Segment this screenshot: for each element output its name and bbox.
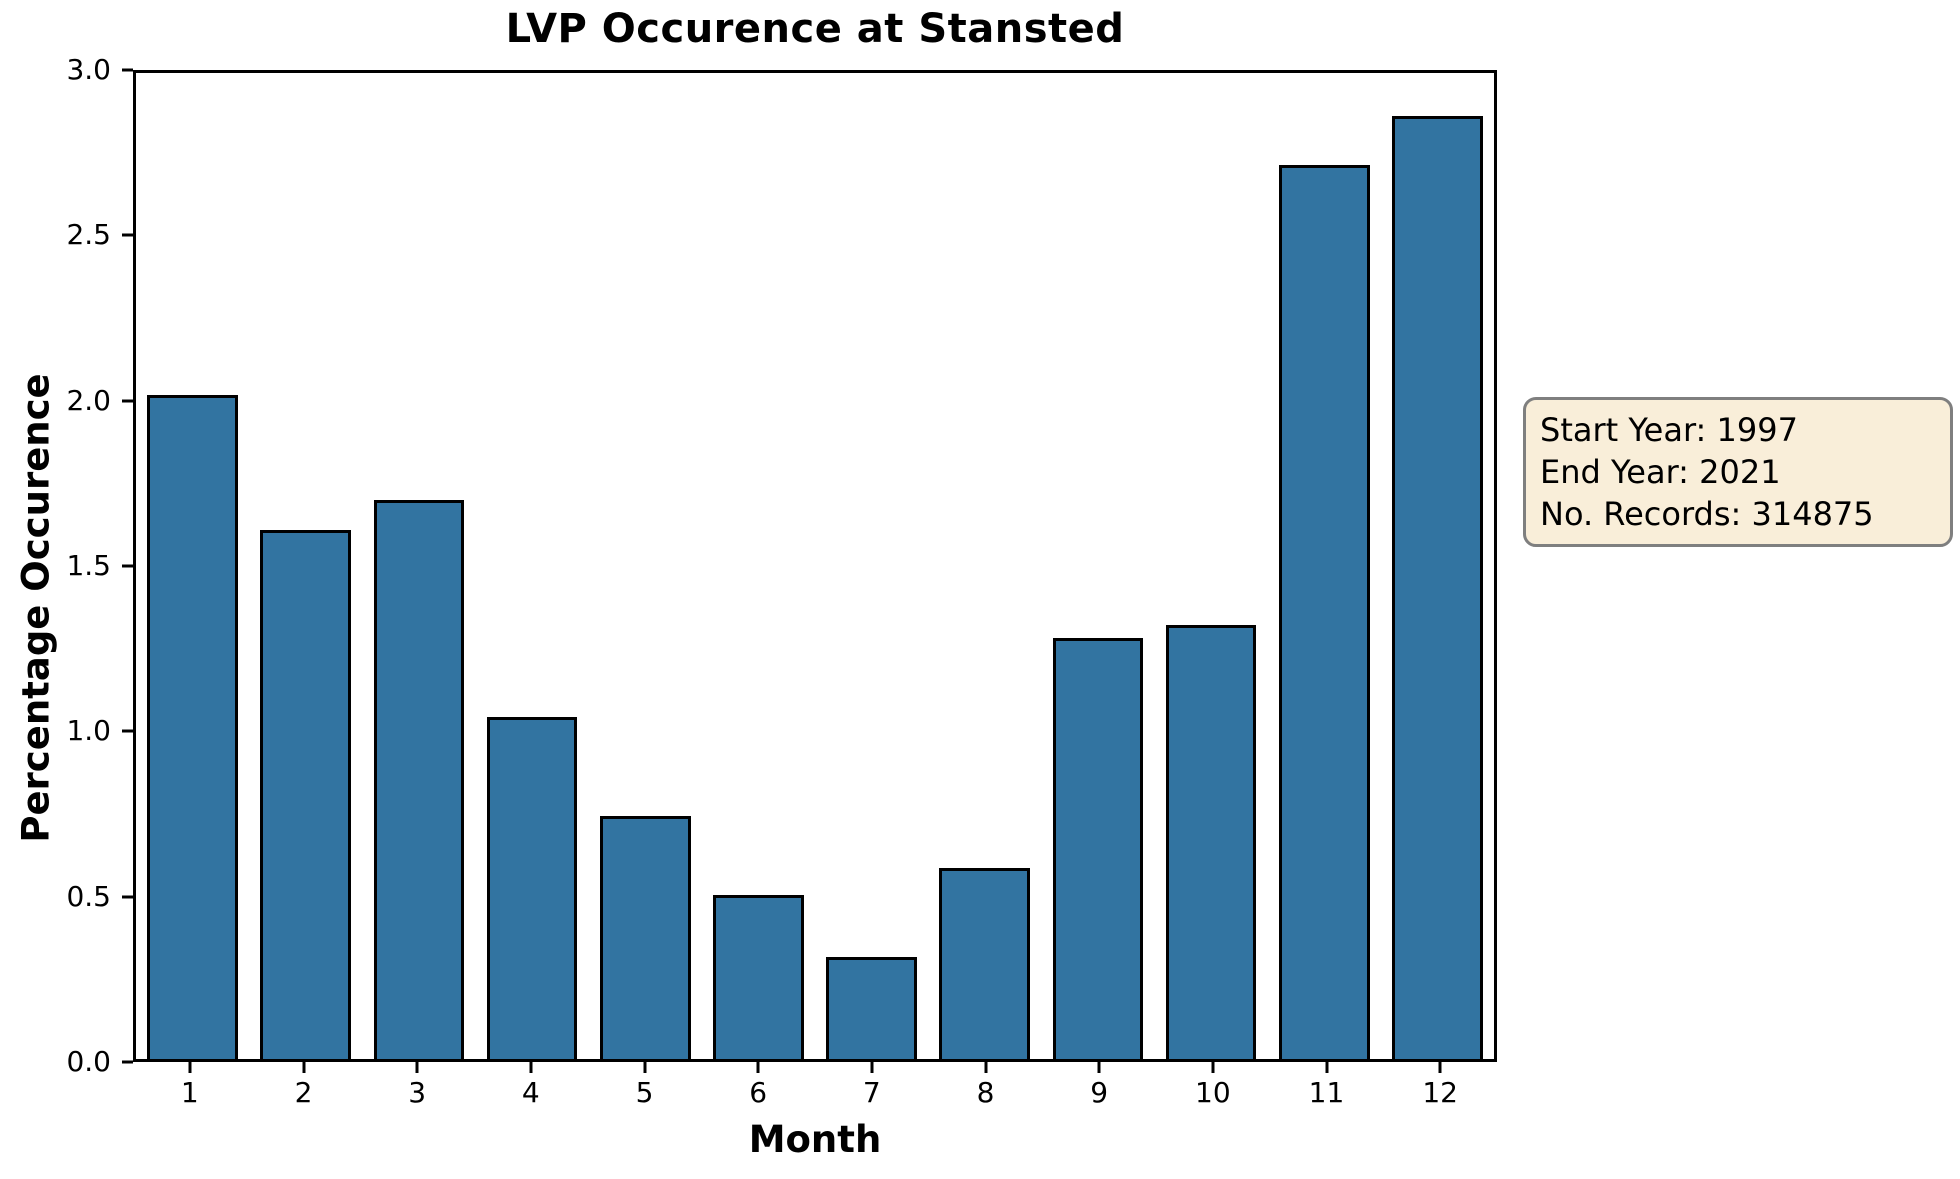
y-tick-label: 0.5 [66,879,111,913]
x-tick-label: 8 [976,1076,995,1109]
x-tick-label: 4 [521,1076,540,1109]
x-tick-mark [529,1062,533,1073]
x-tick-mark [1097,1062,1101,1073]
x-tick-mark [1438,1062,1442,1073]
y-tick-label: 2.0 [66,383,111,417]
x-tick-mark [984,1062,987,1073]
y-tick-mark [122,233,133,237]
x-tick-label: 2 [294,1076,313,1109]
x-tick-mark [1211,1062,1215,1073]
y-axis-ticks: 0.0 0.5 1.0 1.5 2.0 2.5 3.0 [0,56,133,1076]
bar-month-12 [1392,115,1483,1059]
y-tick-mark [122,68,133,72]
x-tick-label: 11 [1308,1076,1345,1109]
annotation-line-start-year: Start Year: 1997 [1540,411,1798,449]
x-tick-label: 9 [1090,1076,1109,1109]
y-tick-mark [122,895,133,899]
bar-month-10 [1165,625,1257,1059]
chart-title: LVP Occurence at Stansted [505,6,1125,52]
x-tick-label: 6 [749,1076,768,1109]
x-tick-label: 7 [862,1076,881,1109]
annotation-line-records: No. Records: 314875 [1540,495,1874,533]
bar-month-4 [486,717,578,1059]
x-tick-mark [756,1062,760,1073]
x-tick-label: 5 [635,1076,654,1109]
y-tick-mark [122,564,133,568]
bar-month-9 [1052,638,1144,1059]
y-tick-mark [122,729,133,733]
bar-month-5 [599,815,691,1059]
y-tick-label: 2.5 [66,218,111,252]
x-tick-label: 10 [1195,1076,1231,1109]
bar-month-2 [260,529,351,1059]
bar-month-3 [373,500,465,1059]
annotation-line-end-year: End Year: 2021 [1540,453,1781,491]
x-tick-mark [1325,1062,1328,1073]
y-tick-label: 1.0 [66,714,111,748]
y-tick-mark [122,1060,133,1064]
x-axis-label: Month [748,1118,882,1161]
y-tick-label: 0.0 [66,1045,111,1078]
x-tick-label: 12 [1422,1076,1458,1109]
x-tick-mark [643,1062,646,1073]
bar-month-11 [1278,165,1370,1059]
x-axis-ticks: 1 2 3 4 5 6 7 8 9 10 11 12 [133,1062,1497,1122]
y-tick-label: 1.5 [66,549,111,582]
y-tick-mark [122,399,133,403]
x-tick-label: 3 [408,1076,427,1109]
x-tick-mark [302,1062,305,1073]
bar-month-6 [713,894,804,1059]
x-tick-mark [415,1062,419,1073]
bar-month-8 [939,868,1030,1059]
x-tick-label: 1 [180,1076,199,1109]
annotation-box: Start Year: 1997 End Year: 2021 No. Reco… [1523,397,1953,547]
bar-month-7 [826,957,917,1059]
bar-month-1 [147,395,238,1059]
x-tick-mark [188,1062,192,1073]
y-tick-label: 3.0 [66,53,111,86]
x-tick-mark [870,1062,874,1073]
plot-area [133,70,1497,1062]
